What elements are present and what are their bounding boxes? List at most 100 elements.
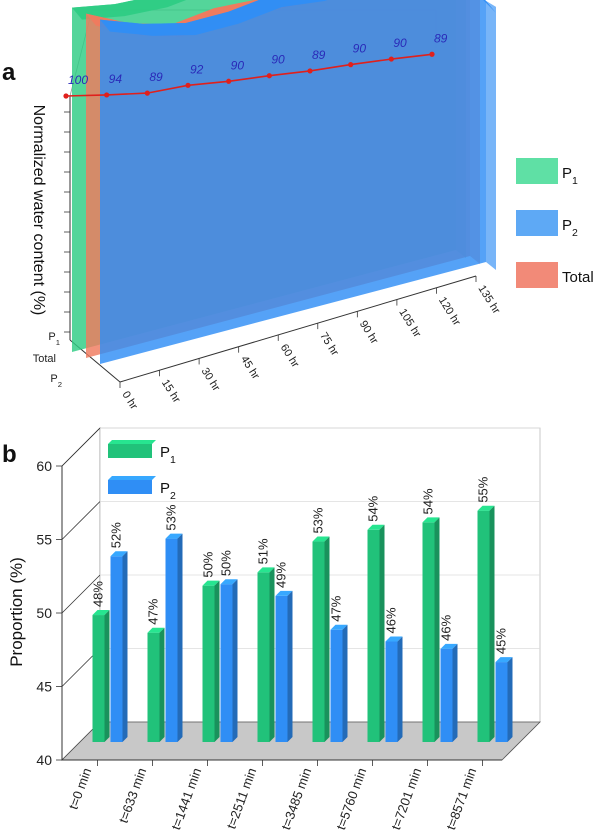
x-tick-label: 30 hr [199, 366, 223, 394]
legend-swatch-top [108, 476, 156, 480]
total-point [63, 93, 69, 99]
bar-top [477, 505, 495, 511]
legend-label-p1: P1 [562, 165, 578, 187]
total-point [226, 78, 232, 84]
bar-top [147, 627, 165, 633]
bar-top [165, 533, 183, 539]
bar-top [330, 624, 348, 630]
y-tick-label: 40 [36, 752, 52, 768]
bar-side [324, 536, 330, 742]
bar-value-label: 50% [219, 550, 234, 576]
bar-p2 [110, 556, 123, 742]
x-tick-label: 120 hr [436, 295, 463, 328]
bar-p2 [440, 648, 453, 742]
bar-top [495, 657, 513, 663]
y-tick-label: 60 [36, 458, 52, 474]
bar-top [385, 636, 403, 642]
bar-p1 [257, 572, 270, 742]
bar-value-label: 53% [311, 507, 326, 533]
x-tick-label: t=5760 min [333, 766, 369, 832]
total-value-label: 94 [109, 72, 123, 86]
bar-side [104, 610, 110, 742]
y-axis-label: Normalized water content (%) [30, 105, 47, 316]
total-point [307, 68, 313, 74]
bar-top [92, 610, 110, 615]
legend-swatch-total [516, 262, 558, 288]
total-point [388, 56, 394, 62]
area-endface-p2 [486, 0, 496, 271]
total-point [104, 92, 110, 98]
depth-label-total: Total [33, 353, 56, 365]
bar-value-label: 54% [421, 488, 436, 514]
bar-side [214, 580, 220, 742]
bar-value-label: 53% [164, 504, 179, 530]
end-label-p2: 68% [500, 0, 538, 4]
x-tick-label: t=0 min [66, 766, 95, 812]
bar-value-label: 47% [146, 598, 161, 624]
bar-value-label: 45% [494, 628, 509, 654]
bar-p1 [312, 541, 325, 742]
total-point [144, 90, 150, 96]
legend-swatch-top [108, 440, 156, 444]
bar-side [232, 579, 238, 742]
legend-swatch-p1 [108, 444, 152, 458]
bar-top [257, 567, 275, 573]
y-tick-label: 45 [36, 679, 52, 695]
bar-p2 [330, 629, 343, 742]
total-value-label: 89 [149, 70, 163, 84]
area-ridge-p2 [100, 0, 496, 36]
bar-value-label: 49% [274, 561, 289, 587]
total-point [185, 82, 191, 88]
bar-p2 [495, 662, 508, 742]
x-tick-label: t=3485 min [278, 766, 314, 832]
y-tick-label: 55 [36, 532, 52, 548]
bar-side [287, 590, 293, 742]
bar-p1 [477, 510, 490, 742]
panel-a-label: a [2, 59, 16, 86]
panel-b-label: b [2, 441, 17, 468]
chart-b-proportion: 40 45 50 55 60 48% 52% t=0 min 47% 53% t=633 min 50… [7, 427, 541, 832]
bar-side [159, 627, 165, 742]
x-tick-label: 0 hr [119, 389, 139, 412]
area-ridge-p1 [72, 0, 187, 20]
x-tick-label: 135 hr [475, 283, 502, 316]
bar-top [440, 643, 458, 649]
bar-top [275, 590, 293, 596]
bar-value-label: 46% [384, 607, 399, 633]
bar-side [379, 524, 385, 742]
grid-side-line [61, 501, 101, 540]
x-tick-label: 75 hr [317, 330, 341, 358]
bar-side [269, 567, 275, 742]
bar-top [422, 517, 440, 523]
total-line [65, 53, 433, 97]
total-value-label: 90 [353, 42, 367, 56]
bar-top [202, 580, 220, 586]
x-tick-label: 105 hr [396, 307, 423, 340]
bar-p1 [147, 632, 160, 742]
bar-side [507, 657, 513, 742]
legend-label-p2: P2 [562, 217, 578, 239]
bar-side [397, 636, 403, 742]
grid-side-line [61, 427, 101, 467]
floor [61, 721, 541, 761]
grid-side-line [61, 574, 101, 614]
bar-p2 [220, 584, 233, 742]
bar-side [452, 643, 458, 742]
bar-p1 [422, 522, 435, 742]
y-axis-label: Proportion (%) [7, 557, 26, 667]
bar-p1 [202, 585, 215, 742]
bar-p2 [165, 538, 178, 742]
x-tick-label: 15 hr [159, 377, 183, 405]
total-value-label: 90 [271, 53, 285, 67]
legend-swatch-p2 [108, 480, 152, 494]
x-tick-label: t=633 min [116, 766, 150, 825]
bar-side [489, 505, 495, 742]
x-axis-line [119, 275, 477, 383]
area-p2 [100, 0, 486, 364]
bar-value-label: 54% [366, 495, 381, 521]
bar-p1 [92, 615, 105, 742]
depth-label-p1: P1 [48, 331, 60, 347]
bar-side [177, 533, 183, 742]
total-point [266, 73, 272, 79]
